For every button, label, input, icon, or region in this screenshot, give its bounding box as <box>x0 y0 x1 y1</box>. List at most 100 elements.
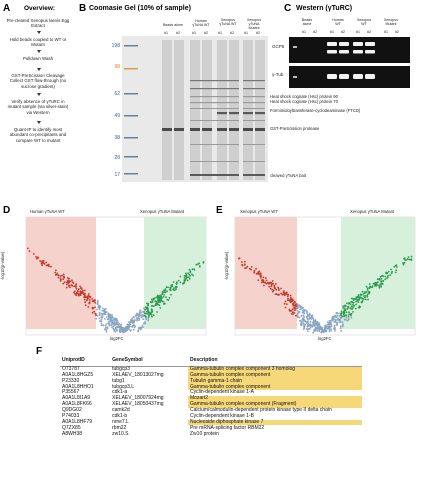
volcano-point <box>330 329 332 332</box>
table-row: P35567 cdk1-a Cyclin-dependent kinase 1-A <box>60 390 362 396</box>
volcano-point <box>57 274 60 277</box>
volcano-point <box>69 280 72 283</box>
volcano-point <box>103 328 106 331</box>
gel-rep-4b: #2 <box>256 31 260 35</box>
volcano-point <box>144 322 147 325</box>
volcano-point <box>294 304 297 307</box>
volcano-point <box>396 266 398 268</box>
volcano-point <box>340 312 343 315</box>
volcano-point <box>145 306 148 309</box>
volcano-point <box>406 258 409 260</box>
volcano-point <box>144 308 146 311</box>
wb-rep-3b: #2 <box>367 30 371 34</box>
flow-step-5: Verify absence of γTuRC in mutant sample… <box>7 99 69 115</box>
volcano-point <box>129 323 131 326</box>
volcano-point <box>133 319 136 322</box>
wb-rep-3a: #1 <box>356 30 360 34</box>
volcano-point <box>195 263 198 266</box>
volcano-point <box>347 318 350 321</box>
volcano-point <box>390 272 393 275</box>
volcano-point <box>150 305 153 307</box>
volcano-point <box>273 285 276 287</box>
volcano-point <box>326 323 329 326</box>
volcano-point <box>349 303 352 305</box>
volcano-point <box>301 323 303 326</box>
table-row: P74033 cdk1-b Cyclin-dependent kinase 1-B <box>60 413 362 420</box>
volcano-point <box>316 320 319 323</box>
volcano-point <box>87 293 90 295</box>
volcano-point <box>198 265 201 267</box>
wb-rep-4b: #2 <box>395 30 399 34</box>
volcano-point <box>352 307 354 309</box>
volcano-point <box>91 311 94 314</box>
volcano-point <box>405 259 407 261</box>
table-cell-gene: zw10.S <box>112 430 129 437</box>
volcano-point <box>110 322 113 324</box>
volcano-point <box>125 327 128 330</box>
volcano-point <box>95 314 97 317</box>
western-blot-gtub <box>289 66 410 88</box>
volcano-point <box>113 322 115 324</box>
volcano-point <box>69 286 71 289</box>
volcano-point <box>89 296 91 299</box>
volcano-point <box>167 286 169 289</box>
table-cell-gene: camk2d <box>112 407 130 413</box>
volcano-point <box>316 330 319 332</box>
volcano-point <box>89 299 91 301</box>
volcano-point <box>382 275 384 278</box>
volcano-point <box>333 318 336 321</box>
volcano-point <box>158 304 161 307</box>
volcano-point <box>132 328 135 331</box>
volcano-point <box>262 279 265 282</box>
volcano-point <box>39 260 41 262</box>
wb-lane-group-4: Xenopus Mutant <box>383 18 399 26</box>
volcano-point <box>304 320 307 323</box>
volcano-point <box>354 298 357 301</box>
volcano-point <box>67 279 70 282</box>
volcano-point <box>86 297 89 300</box>
volcano-point <box>106 326 109 328</box>
volcano-point <box>137 328 140 330</box>
volcano-point <box>134 325 136 328</box>
volcano-point <box>185 272 187 275</box>
volcano-point <box>342 313 345 316</box>
volcano-point <box>317 326 320 328</box>
volcano-point <box>350 300 352 303</box>
volcano-point <box>105 329 107 331</box>
volcano-point <box>270 285 273 288</box>
volcano-point <box>377 281 379 284</box>
volcano-point <box>246 265 249 268</box>
volcano-point <box>150 301 153 304</box>
volcano-point <box>161 293 164 296</box>
volcano-point <box>384 278 387 281</box>
volcano-point <box>161 300 164 303</box>
table-row: Q7ZX85 rbm22 Pre mRNA-splicing factor RBM2… <box>60 425 362 431</box>
volcano-point <box>352 305 354 308</box>
volcano-point <box>300 315 303 317</box>
volcano-point <box>326 325 329 328</box>
volcano-point <box>296 310 299 312</box>
volcano-point <box>337 317 339 320</box>
volcano-point <box>321 329 324 332</box>
volcano-point <box>142 307 145 310</box>
volcano-point <box>155 302 158 305</box>
volcano-point <box>285 291 288 294</box>
volcano-point <box>272 290 274 293</box>
volcano-point <box>306 320 308 323</box>
volcano-point <box>115 323 118 326</box>
volcano-point <box>364 296 366 299</box>
volcano-point <box>158 297 161 300</box>
volcano-point <box>364 295 367 297</box>
volcano-point <box>151 298 153 301</box>
volcano-point <box>344 308 346 310</box>
volcano-point <box>367 298 369 301</box>
volcano-point <box>260 281 263 284</box>
table-cell-desc: Pre mRNA-splicing factor RBM22 <box>190 424 265 431</box>
volcano-point <box>243 264 246 266</box>
volcano-point <box>100 322 103 325</box>
table-cell-id: Q7ZX85 <box>62 424 81 431</box>
volcano-point <box>75 285 77 288</box>
volcano-point <box>318 328 321 331</box>
volcano-point <box>98 311 101 314</box>
panel-d-label: D <box>3 205 11 216</box>
